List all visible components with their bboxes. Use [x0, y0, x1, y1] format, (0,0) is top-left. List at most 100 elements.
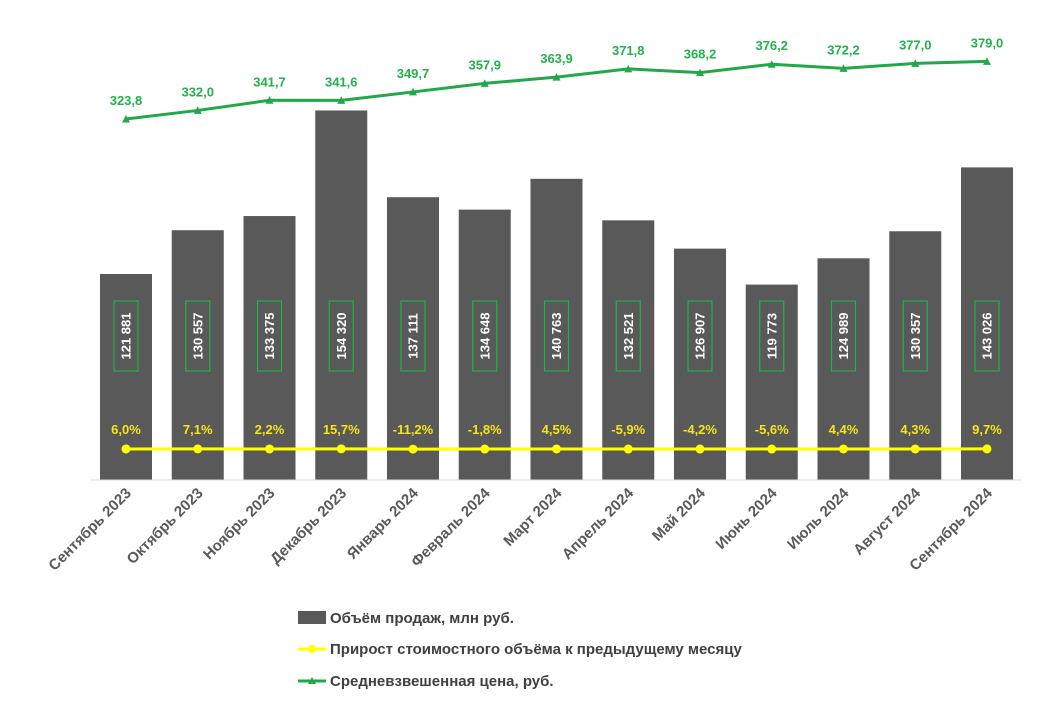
volume-label-box	[185, 300, 211, 372]
growth-point	[910, 444, 920, 454]
volume-data-label: 124 989	[836, 313, 851, 360]
growth-data-label: -11,2%	[393, 422, 434, 437]
legend-label-growth: Прирост стоимостного объёма к предыдущем…	[330, 641, 742, 658]
growth-data-label: -1,8%	[468, 422, 502, 437]
growth-data-label: 6,0%	[111, 422, 141, 437]
growth-data-label: 4,4%	[829, 422, 859, 437]
legend-label-volume: Объём продаж, млн руб.	[330, 610, 514, 627]
price-point	[409, 87, 417, 96]
price-data-label: 379,0	[971, 35, 1004, 50]
x-tick-label: Декабрь 2023	[267, 485, 350, 568]
volume-data-label: 126 907	[693, 313, 708, 360]
volume-data-label: 137 111	[406, 313, 421, 359]
volume-bar	[315, 110, 368, 481]
x-tick-label: Май 2024	[649, 484, 709, 544]
growth-point	[121, 444, 131, 454]
x-tick-label: Апрель 2024	[559, 484, 638, 563]
price-point	[767, 60, 776, 68]
legend-price-marker	[308, 677, 316, 684]
price-data-label: 377,0	[899, 37, 932, 52]
volume-label-box	[472, 300, 498, 372]
volume-data-label: 143 026	[980, 313, 995, 360]
growth-point	[623, 444, 633, 454]
growth-point	[982, 444, 992, 454]
price-data-label: 371,8	[612, 43, 645, 58]
price-point	[696, 68, 704, 77]
price-point	[265, 96, 274, 104]
volume-data-label: 140 763	[549, 313, 564, 360]
growth-point	[767, 444, 777, 454]
legend-label-price: Средневзвешенная цена, руб.	[330, 673, 554, 690]
volume-label-box	[328, 300, 354, 372]
price-point	[193, 106, 202, 114]
growth-point	[839, 444, 848, 454]
price-point	[337, 96, 346, 104]
price-data-label: 341,7	[253, 74, 286, 89]
growth-point	[193, 444, 203, 454]
volume-data-labels: 121 881 130 557 133 375 154 320 137 111 134 6…	[113, 300, 1000, 372]
price-data-label: 363,9	[540, 51, 573, 66]
volume-label-box	[615, 300, 641, 372]
volume-label-box	[113, 300, 139, 372]
x-tick-label: Август 2024	[850, 484, 924, 558]
price-data-label: 332,0	[181, 84, 214, 99]
growth-point	[265, 444, 274, 454]
growth-data-label: 4,3%	[900, 422, 930, 437]
price-data-label: 372,2	[827, 42, 860, 57]
volume-data-label: 130 357	[908, 313, 923, 360]
price-point	[911, 59, 920, 67]
x-tick-label: Март 2024	[500, 484, 565, 549]
volume-label-box	[687, 300, 713, 372]
volume-data-label: 121 881	[119, 313, 134, 360]
price-data-label: 349,7	[397, 66, 430, 81]
price-point	[983, 57, 991, 65]
volume-data-label: 133 375	[262, 313, 277, 360]
volume-label-box	[974, 300, 1000, 372]
growth-point	[336, 444, 346, 454]
price-data-label: 376,2	[755, 38, 788, 53]
volume-label-box	[759, 300, 785, 372]
price-point	[552, 73, 561, 81]
growth-point	[408, 444, 418, 454]
price-data-label: 368,2	[684, 47, 717, 62]
growth-data-label: 15,7%	[323, 422, 360, 437]
growth-data-label: -4,2%	[683, 422, 717, 437]
legend: Объём продаж, млн руб. Прирост стоимостно…	[298, 610, 742, 690]
growth-data-label: 2,2%	[255, 422, 285, 437]
price-data-label: 341,6	[325, 74, 358, 89]
volume-data-label: 132 521	[621, 313, 636, 360]
volume-data-label: 134 648	[477, 313, 492, 360]
x-tick-label: Октябрь 2023	[124, 485, 207, 568]
growth-data-label: 7,1%	[183, 422, 213, 437]
legend-bar-swatch	[298, 611, 326, 624]
volume-label-box	[902, 300, 928, 372]
x-tick-label: Июнь 2024	[712, 484, 781, 553]
legend-growth-marker	[308, 645, 316, 653]
x-tick-label: Сентябрь 2023	[45, 485, 134, 574]
x-tick-label: Июль 2024	[784, 484, 853, 553]
volume-label-box	[400, 300, 426, 372]
price-point	[122, 115, 130, 123]
price-data-label: 323,8	[110, 93, 143, 108]
volume-data-label: 130 557	[190, 313, 205, 360]
volume-label-box	[543, 300, 570, 372]
growth-point	[480, 444, 490, 454]
growth-point	[552, 444, 561, 454]
growth-data-label: 9,7%	[972, 422, 1002, 437]
price-data-label: 357,9	[468, 57, 501, 72]
price-line	[125, 59, 988, 121]
x-tick-label: Ноябрь 2023	[200, 485, 278, 563]
price-line-series: 323,8 332,0 341,7 341,6 349,7 357,9 363,9 371,8…	[110, 35, 1004, 123]
growth-line-series: 6,0% 7,1% 2,2% 15,7% -11,2% -1,8% 4,5% -5,9% -4,…	[111, 422, 1002, 454]
price-point	[624, 64, 633, 73]
price-point	[839, 64, 848, 72]
price-point	[480, 79, 489, 87]
growth-data-label: -5,6%	[755, 422, 789, 437]
growth-data-label: 4,5%	[542, 422, 572, 437]
volume-data-label: 154 320	[334, 313, 349, 360]
growth-point	[695, 444, 705, 454]
growth-data-label: -5,9%	[611, 422, 645, 437]
volume-data-label: 119 773	[764, 313, 779, 359]
